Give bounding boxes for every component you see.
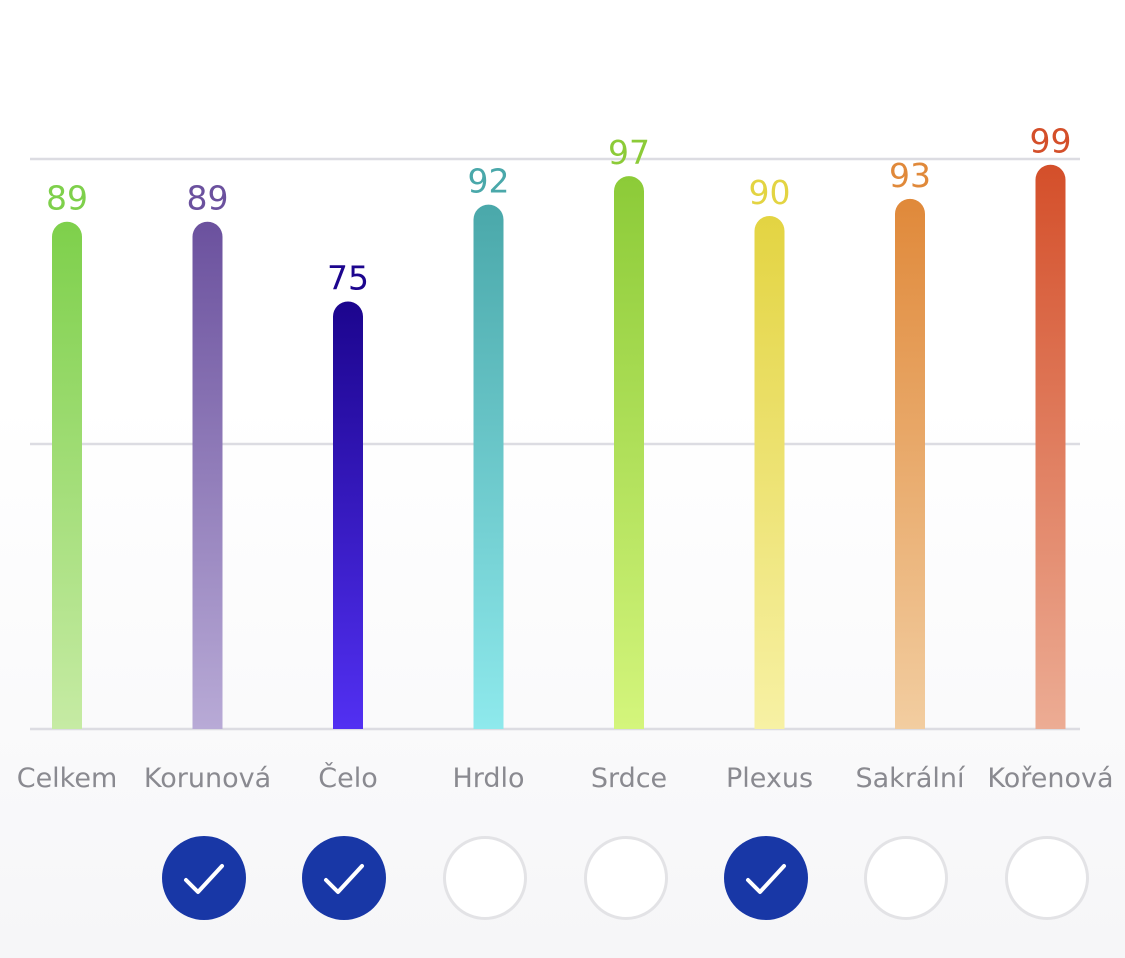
data-label: 92	[468, 162, 510, 201]
checkmark-icon	[324, 864, 364, 894]
chakra-toggle-1[interactable]	[162, 836, 246, 920]
data-label: 75	[327, 259, 369, 298]
chakra-toggle-row	[0, 836, 1125, 920]
tick-label: Plexus	[726, 763, 813, 794]
tick-label: Čelo	[318, 762, 377, 794]
chakra-toggle-3[interactable]	[443, 836, 527, 920]
bar	[52, 221, 83, 729]
tick-label: Sakrální	[855, 763, 966, 794]
data-label: 99	[1030, 122, 1072, 161]
data-label: 89	[187, 179, 229, 218]
tick-label: Kořenová	[987, 763, 1113, 794]
bar	[895, 198, 925, 729]
chakra-toggle-7[interactable]	[1005, 836, 1089, 920]
chakra-toggle-2[interactable]	[302, 836, 386, 920]
bar	[1035, 164, 1066, 729]
chakra-toggle-6[interactable]	[864, 836, 948, 920]
data-label: 93	[889, 156, 931, 195]
chakra-toggle-5[interactable]	[724, 836, 808, 920]
bar	[333, 301, 363, 729]
checkmark-icon	[184, 864, 224, 894]
data-label: 90	[749, 173, 791, 212]
tick-label: Hrdlo	[452, 763, 524, 794]
tick-label: Srdce	[591, 763, 667, 794]
data-label: 97	[608, 133, 650, 172]
bar	[192, 221, 223, 729]
tick-label: Korunová	[144, 763, 271, 794]
bar	[614, 176, 644, 730]
tick-label: Celkem	[17, 763, 118, 794]
bar	[473, 204, 504, 729]
chakra-toggle-4[interactable]	[584, 836, 668, 920]
bar	[754, 216, 785, 730]
data-label: 89	[46, 179, 88, 218]
checkmark-icon	[746, 864, 786, 894]
